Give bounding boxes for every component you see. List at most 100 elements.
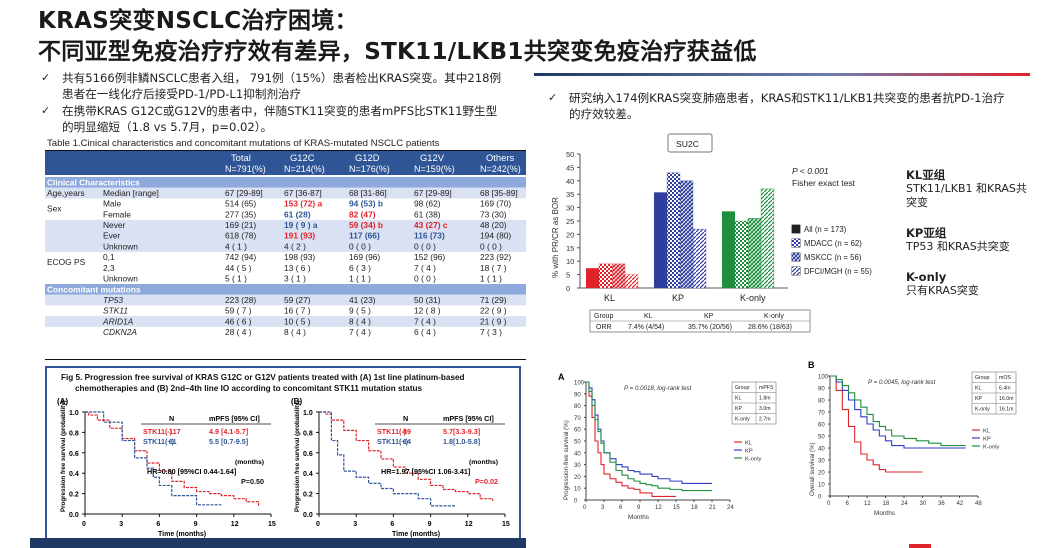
panel-label: (A): [57, 397, 68, 406]
y-axis-title: Progression-free survival (%): [563, 420, 570, 500]
y-tick-label: 0: [566, 284, 570, 293]
km-curve: [85, 411, 260, 506]
left-bullets: ✓ 共有5166例非鳞NSCLC患者入组， 791例（15%）患者检出KRAS突…: [38, 70, 508, 136]
table-cell: 68 [31-86]: [349, 188, 387, 198]
x-tick-label: 12: [465, 521, 473, 528]
km-curve: [319, 411, 494, 501]
table-cell: 8 ( 4 ): [284, 327, 306, 337]
table-cell: 0 ( 0 ): [414, 274, 436, 284]
x-tick-label: 3: [119, 521, 123, 528]
section-label: Clinical Characteristics: [47, 177, 140, 187]
legend-n: 89: [403, 427, 411, 436]
x-tick-label: 0: [583, 505, 587, 511]
table-cell: 59 ( 7 ): [225, 306, 252, 316]
table-cell: 194 (80): [480, 231, 511, 241]
km-curve: [830, 375, 923, 473]
legend-label: MDACC (n = 62): [804, 239, 862, 248]
table-header-band: [45, 151, 526, 175]
fig5-title: chemotherapies and (B) 2nd–4th line IO a…: [75, 384, 423, 393]
y-tick-label: 45: [566, 163, 574, 172]
table-cell: 82 (47): [349, 209, 376, 219]
table-cell: 44 ( 5 ): [225, 263, 252, 273]
group-table-header: mOS: [999, 375, 1011, 381]
row-sub-label: STK11: [103, 306, 128, 316]
y-tick-label: 0.2: [303, 492, 313, 499]
table-cell: 0 ( 0 ): [349, 241, 371, 251]
check-icon: ✓: [41, 104, 51, 117]
table-cell: 7 ( 3 ): [480, 327, 502, 337]
group-table-cell: 2.7m: [759, 417, 771, 423]
row-sub-label: 2,3: [103, 263, 115, 273]
table-cell: 191 (93): [284, 231, 315, 241]
shaded-row: [45, 219, 526, 231]
table-cell: 169 (96): [349, 252, 380, 262]
table-cell: 98 (62): [414, 199, 441, 209]
table-cell: 28 ( 4 ): [225, 327, 252, 337]
x-axis-title: Months: [874, 510, 895, 517]
row-sub-label: Median [range]: [103, 188, 159, 198]
table-cell: 48 (20): [480, 220, 507, 230]
row-group-label: ECOG PS: [47, 257, 86, 267]
group-table-cell: KL: [975, 386, 981, 392]
legend-mpfs: 5.5 [0.7-9.5]: [209, 437, 248, 446]
decorative-bar: [30, 538, 526, 548]
y-tick-label: 80: [574, 404, 581, 410]
table-cell: 59 (34) b: [349, 220, 383, 230]
table-cell: 19 ( 9 ) a: [284, 220, 318, 230]
group-table-cell: KP: [735, 406, 742, 412]
table-cell: 4 ( 2 ): [284, 241, 306, 251]
bullet-item: ✓ 共有5166例非鳞NSCLC患者入组， 791例（15%）患者检出KRAS突…: [38, 70, 508, 102]
x-tick-label: 9: [428, 521, 432, 528]
orr-bar-chart: 0 5 10 15 20 25 30 35 40 45 50 % with PR/CR as BOR S…: [540, 128, 900, 340]
table-caption: Table 1.Cinical characteristics and conc…: [47, 138, 440, 149]
shaded-row: [45, 316, 526, 327]
row-sub-label: Unknown: [103, 241, 138, 251]
column-header: Others: [486, 152, 514, 163]
group-table-cell: K-only: [735, 417, 750, 423]
bar: [598, 263, 613, 289]
group-table-cell: KP: [975, 396, 982, 402]
bar: [611, 263, 626, 289]
y-tick-label: 90: [574, 392, 581, 398]
table-cell: 8 ( 4 ): [349, 316, 371, 326]
os-km-chart-svg: B 0 10 20 30 40 50 60 70 80 90 100 0 6 12 18 24 30 36 42 48 M…: [808, 360, 1017, 517]
column-header: Total: [231, 152, 251, 163]
p-annotation: P < 0.001: [792, 166, 829, 176]
bar: [760, 188, 775, 289]
row-sub-label: CDKN2A: [103, 327, 137, 337]
characteristics-table-svg: Total G12C G12D G12V Others N=791(%) N=214(%) N…: [45, 151, 526, 337]
column-header: G12D: [355, 152, 380, 163]
x-tick-label: 3: [353, 521, 357, 528]
table-cell: 12 ( 8 ): [414, 306, 441, 316]
column-header: G12C: [290, 152, 315, 163]
subgroup-heading: K-only: [906, 270, 947, 284]
table-cell: 4 ( 1 ): [225, 241, 247, 251]
orr-table-row-label: ORR: [596, 324, 612, 331]
column-count: N=159(%): [414, 164, 455, 174]
title-line-1: KRAS突变NSCLC治疗困境：: [38, 8, 358, 34]
x-tick-label: 15: [673, 505, 680, 511]
legend-header: mPFS [95% CI]: [209, 414, 260, 423]
table-cell: 3 ( 1 ): [284, 274, 306, 284]
row-sub-label: 0,1: [103, 252, 115, 262]
table-cell: 43 (27) c: [414, 220, 448, 230]
legend-label: DFCI/MGH (n = 55): [804, 267, 872, 276]
x-tick-label: 21: [709, 505, 716, 511]
legend-mpfs: 5.7[3.3-9.3]: [443, 427, 480, 436]
category-label: KP: [672, 293, 684, 303]
check-icon: ✓: [548, 91, 558, 104]
table-cell: 71 (29): [480, 295, 507, 305]
group-table-cell: 1.8m: [759, 396, 771, 402]
table-cell: 152 (96): [414, 252, 445, 262]
subgroup-description: TP53 和KRAS共突变: [906, 240, 1010, 253]
subgroup-kl: KL亚组 STK11/LKB1 和KRAS共突变: [906, 168, 1036, 210]
y-tick-label: 15: [566, 244, 574, 253]
x-tick-label: 15: [502, 521, 510, 528]
y-tick-label: 0: [818, 495, 822, 501]
table-cell: 61 (38): [414, 209, 441, 219]
y-tick-label: 60: [574, 428, 581, 434]
orr-table-cell: 28.6% (18/63): [748, 324, 792, 331]
table-cell: 41 (23): [349, 295, 376, 305]
y-tick-label: 20: [574, 475, 581, 481]
x-tick-label: 15: [268, 521, 276, 528]
